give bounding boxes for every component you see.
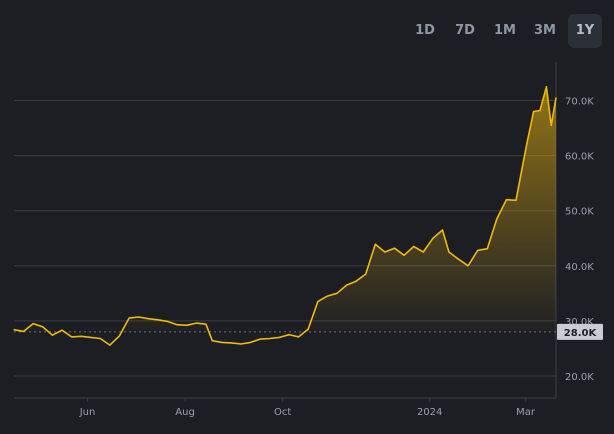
price-point — [259, 338, 261, 340]
price-point — [486, 248, 488, 250]
y-tick-label: 20.0K — [565, 372, 594, 383]
price-point — [393, 247, 396, 249]
baseline-badge — [557, 323, 603, 340]
price-point — [550, 124, 552, 126]
price-point — [166, 320, 169, 322]
price-point — [365, 273, 367, 275]
price-point — [186, 324, 188, 326]
y-tick-label: 40.0K — [565, 262, 594, 273]
price-point — [477, 249, 479, 251]
price-point — [32, 323, 34, 325]
price-point — [326, 295, 328, 297]
price-point — [355, 280, 357, 282]
price-point — [521, 166, 524, 168]
range-tab-1y[interactable]: 1Y — [568, 14, 602, 48]
price-point — [128, 317, 130, 319]
price-point — [269, 337, 271, 340]
x-tick-label: Aug — [175, 407, 195, 418]
price-point — [413, 245, 415, 248]
price-point — [346, 284, 348, 286]
y-tick-label: 60.0K — [565, 152, 594, 163]
price-point — [298, 336, 300, 338]
price-point — [80, 335, 82, 337]
price-point — [71, 336, 73, 338]
price-point — [317, 301, 319, 303]
price-point — [307, 328, 309, 330]
price-point — [138, 316, 140, 318]
price-point — [61, 329, 63, 331]
price-point — [118, 335, 121, 337]
x-tick-label: Oct — [274, 407, 291, 418]
price-point — [555, 97, 557, 99]
price-point — [42, 326, 44, 328]
baseline-badge-label: 28.0K — [564, 328, 598, 339]
range-tab-7d[interactable]: 7D — [455, 23, 475, 38]
x-tick-label: Mar — [516, 407, 536, 418]
price-point — [515, 199, 517, 201]
y-tick-label: 30.0K — [565, 317, 594, 328]
price-point — [147, 318, 149, 320]
price-point — [230, 342, 232, 344]
price-point — [250, 341, 252, 343]
price-point — [278, 336, 280, 338]
x-tick-label: 2024 — [417, 407, 442, 418]
price-point — [221, 341, 223, 343]
price-point — [336, 292, 338, 294]
price-point — [211, 340, 213, 342]
price-area-fill — [14, 86, 556, 332]
y-tick-label: 50.0K — [565, 207, 594, 218]
price-point — [545, 86, 548, 88]
price-point — [157, 319, 159, 321]
price-point — [403, 254, 405, 256]
price-point — [205, 323, 207, 325]
price-point — [533, 111, 535, 113]
price-point — [23, 330, 25, 332]
price-point — [374, 243, 376, 245]
price-point — [99, 337, 101, 340]
price-point — [384, 251, 386, 253]
range-tab-1m[interactable]: 1M — [494, 23, 516, 38]
price-point — [496, 218, 498, 220]
price-point — [51, 334, 54, 336]
range-tab-1d[interactable]: 1D — [415, 23, 435, 38]
price-point — [288, 334, 290, 336]
time-range-tabs: 1D 7D 1M 3M 1Y — [408, 14, 602, 48]
price-point — [505, 199, 507, 201]
price-point — [90, 336, 92, 338]
price-point — [539, 109, 541, 112]
y-tick-label: 70.0K — [565, 97, 594, 108]
price-point — [432, 237, 434, 239]
price-point — [240, 343, 242, 345]
price-point — [457, 258, 460, 260]
price-point — [13, 329, 15, 331]
price-point — [176, 324, 178, 326]
price-point — [526, 141, 528, 143]
price-point — [422, 251, 424, 253]
price-point — [441, 229, 444, 231]
price-point — [195, 322, 197, 324]
price-point — [467, 265, 469, 267]
price-point — [448, 251, 450, 253]
price-point — [109, 344, 111, 346]
x-tick-label: Jun — [79, 407, 96, 418]
range-tab-3m[interactable]: 3M — [534, 23, 556, 38]
